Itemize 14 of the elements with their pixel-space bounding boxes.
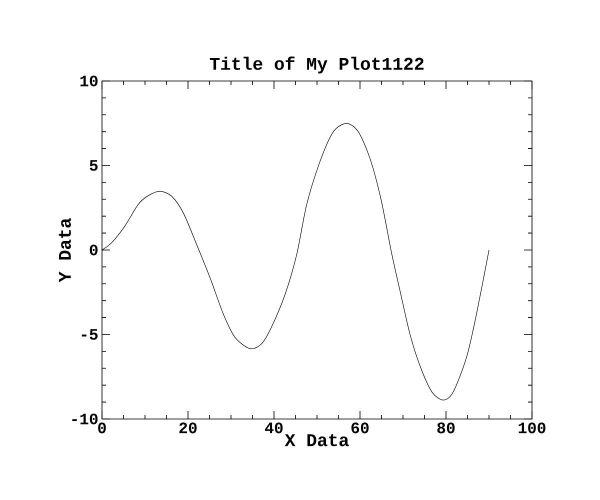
y-tick-label: 10 <box>80 76 98 86</box>
x-tick-label: 40 <box>264 422 283 434</box>
x-tick-label: 80 <box>437 422 455 434</box>
chart-title: Title of My Plot1122 <box>210 56 424 74</box>
y-axis-title: Y Data <box>58 218 71 282</box>
y-tick-label: -5 <box>82 329 98 340</box>
y-tick-label: 0 <box>90 244 98 256</box>
y-tick-label: -10 <box>72 414 98 424</box>
x-tick-label: 60 <box>351 422 369 434</box>
x-tick-label: 0 <box>98 422 106 434</box>
x-tick-label: 100 <box>518 422 546 434</box>
x-tick-label: 20 <box>179 422 197 434</box>
y-tick-label: 5 <box>90 160 98 171</box>
x-axis-title: X Data <box>284 434 349 446</box>
